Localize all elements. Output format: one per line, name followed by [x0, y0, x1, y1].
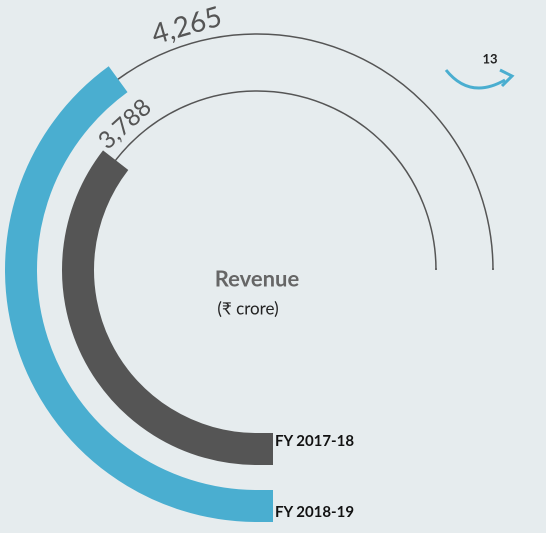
- annotation: 13: [482, 50, 497, 66]
- bar: [5, 66, 258, 522]
- growth-arrow: [444, 69, 506, 90]
- growth-arrow-head: [499, 68, 515, 88]
- category-label: FY 2017-18: [275, 432, 354, 450]
- chart-subtitle: (₹ crore): [217, 297, 278, 318]
- bar: [62, 150, 258, 465]
- category-label: FY 2018-19: [275, 503, 354, 521]
- chart-title: Revenue: [215, 265, 300, 292]
